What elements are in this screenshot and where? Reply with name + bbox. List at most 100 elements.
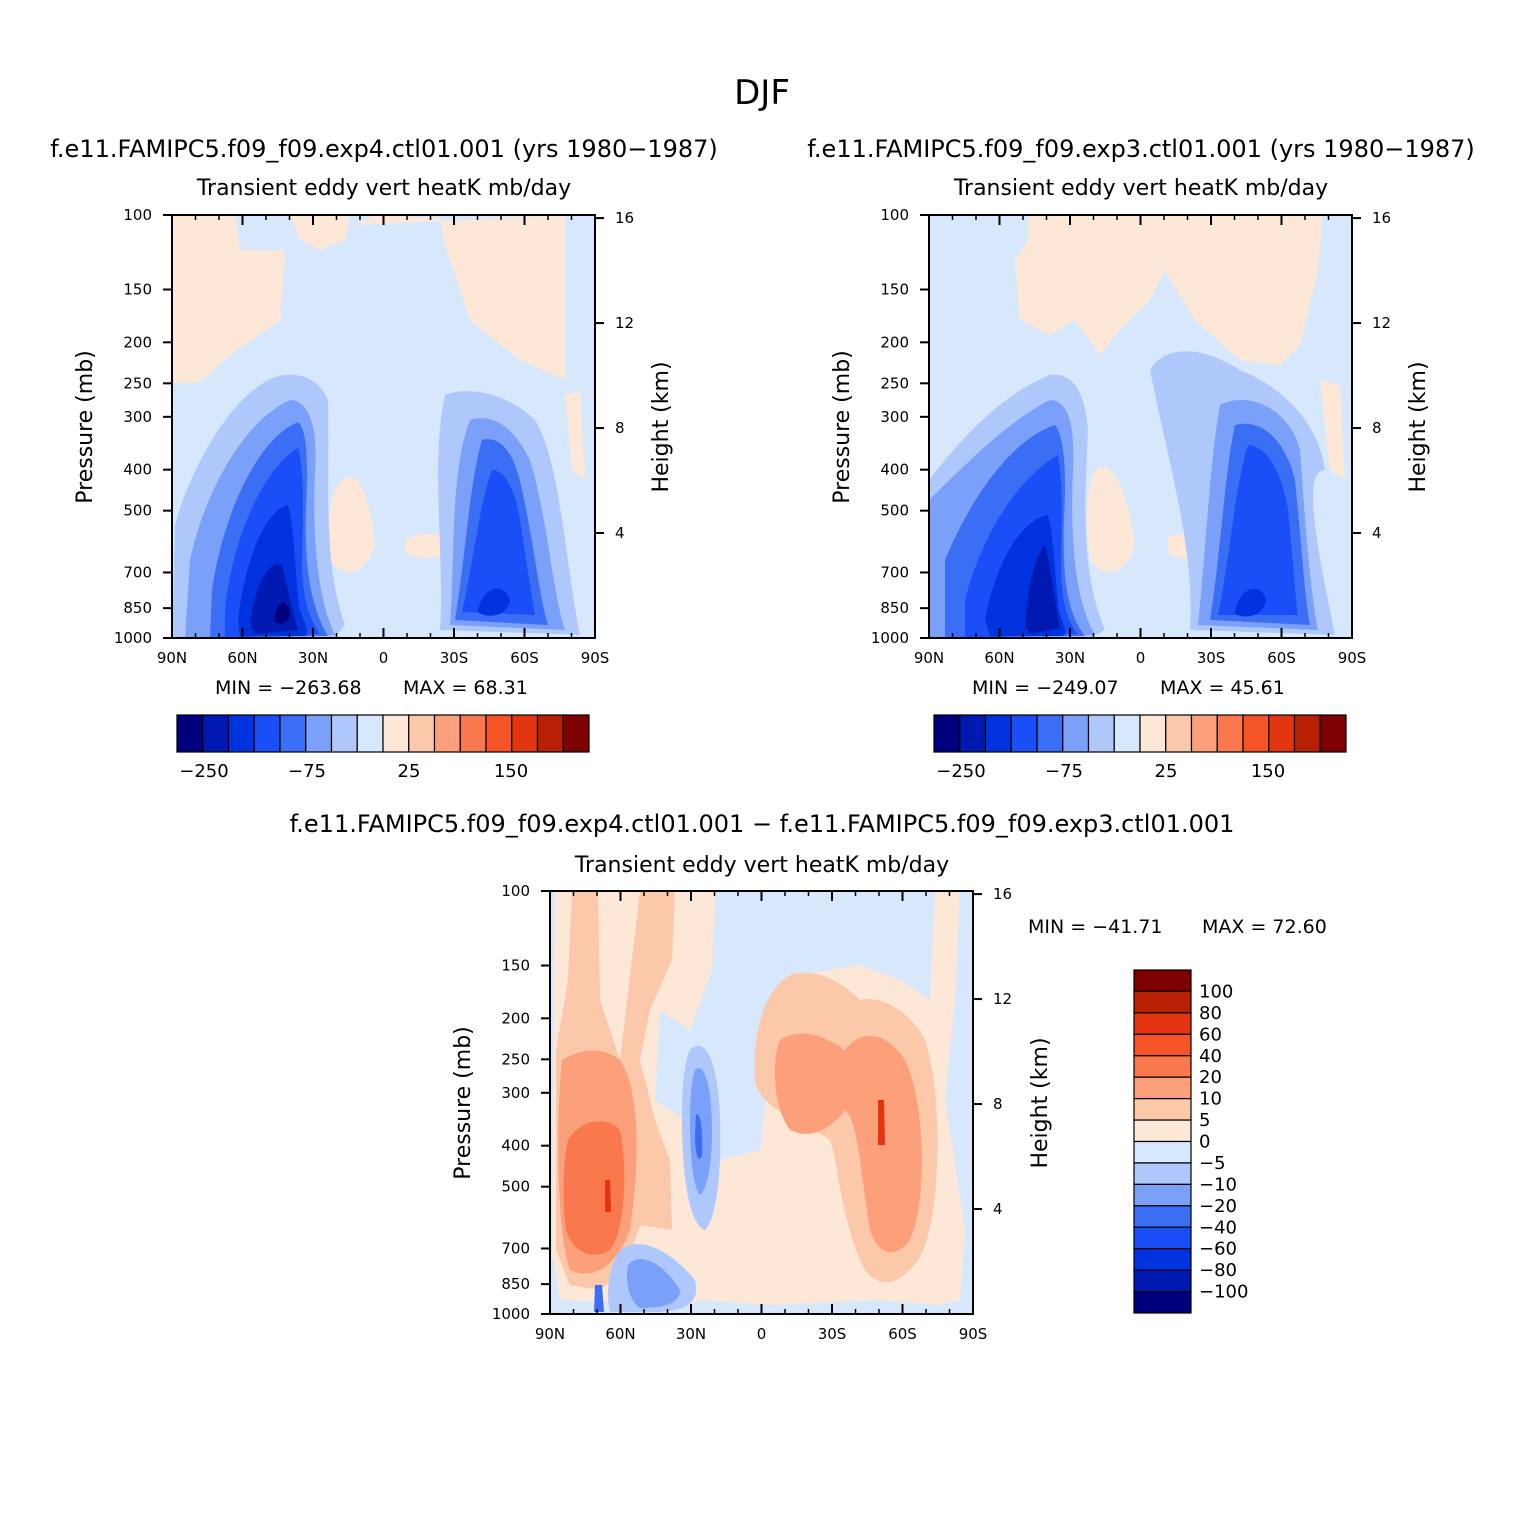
y-tick-label-diff: 250 [501, 1050, 530, 1068]
contour-right-pos-upper [1015, 215, 1322, 365]
colorbar-left [176, 714, 590, 753]
colorbar-swatch [1190, 714, 1218, 753]
colorbar-swatch [1133, 1290, 1192, 1314]
panel-diff: f.e11.FAMIPC5.f09_f09.exp4.ctl01.001 − f… [290, 810, 1327, 1343]
colorbar-swatch [1319, 714, 1347, 753]
colorbar-label: 20 [1199, 1067, 1222, 1088]
colorbar-swatch [253, 714, 281, 753]
colorbar-swatch [433, 714, 461, 753]
plot-area-right [928, 214, 1353, 639]
colorbar-swatch [1165, 714, 1193, 753]
colorbar-swatch [1133, 1183, 1192, 1207]
cb-left-label-4: 150 [494, 761, 528, 782]
colorbar-label: −80 [1199, 1260, 1237, 1281]
y-tick-label-diff: 1000 [492, 1305, 530, 1323]
contour-right-sh-l5 [1235, 588, 1266, 617]
colorbar-swatch [1268, 714, 1296, 753]
contour-left-pos-upper-nh [172, 215, 285, 383]
cb-left-label-2: −75 [288, 761, 326, 782]
axes-left: 90N 60N 30N 0 30S 60S 90S 100 150 200 250 300 400 50… [73, 206, 674, 667]
cb-left-label-1: −250 [179, 761, 228, 782]
plot-title-right: Transient eddy vert heatK mb/day [953, 176, 1328, 201]
x-tick-label-diff: 0 [757, 1325, 767, 1343]
colorbar-swatch [330, 714, 358, 753]
y2-tick-label-left: 12 [615, 314, 634, 332]
x-tick-label-left: 60S [510, 649, 539, 667]
y2-tick-label-diff: 12 [993, 990, 1012, 1008]
colorbar-swatch [1036, 714, 1064, 753]
y2-tick-label-right: 12 [1372, 314, 1391, 332]
colorbar-swatch [1133, 1269, 1192, 1293]
stat-max-right: MAX = 45.61 [1160, 677, 1285, 699]
colorbar-swatch [511, 714, 539, 753]
y-tick-label-diff: 200 [501, 1009, 530, 1027]
y2-tick-label-right: 8 [1372, 419, 1382, 437]
colorbar-swatch [1133, 1226, 1192, 1250]
x-tick-label-left: 30N [298, 649, 328, 667]
colorbar-swatch [408, 714, 436, 753]
plot-title-left: Transient eddy vert heatK mb/day [196, 176, 571, 201]
colorbar-label: 100 [1199, 981, 1233, 1002]
plot-title-diff: Transient eddy vert heatK mb/day [574, 853, 949, 878]
colorbar-swatch [1087, 714, 1115, 753]
cb-right-label-1: −250 [936, 761, 985, 782]
y-tick-label-right: 300 [880, 408, 909, 426]
colorbar-swatch [1242, 714, 1270, 753]
y2-tick-label-diff: 8 [993, 1095, 1003, 1113]
y2-ticks-diff: 16 12 8 4 [973, 885, 1012, 1218]
colorbar-swatch [1133, 1119, 1192, 1143]
colorbar-label: 0 [1199, 1132, 1210, 1153]
colorbar-label: 40 [1199, 1046, 1222, 1067]
contour-left-neg-core [275, 602, 290, 624]
colorbar-label: −20 [1199, 1196, 1237, 1217]
case-title-diff: f.e11.FAMIPC5.f09_f09.exp4.ctl01.001 − f… [290, 810, 1235, 838]
x-tick-label-diff: 30N [676, 1325, 706, 1343]
colorbar-swatch [1133, 990, 1192, 1014]
colorbar-swatch [536, 714, 564, 753]
contour-left-sh-l4 [462, 470, 535, 615]
y2-tick-label-left: 16 [615, 209, 634, 227]
axes-right: 90N 60N 30N 0 30S 60S 90S 100 150 200 250 300 400 50… [830, 206, 1431, 667]
case-title-right: f.e11.FAMIPC5.f09_f09.exp3.ctl01.001 (yr… [807, 135, 1475, 163]
y-tick-label-right: 100 [880, 206, 909, 224]
contour-left-pos-upper-cap [290, 215, 350, 250]
x-tick-label-right: 90N [914, 649, 944, 667]
colorbar-label: −60 [1199, 1239, 1237, 1260]
colorbar-swatch [459, 714, 487, 753]
x-tick-label-left: 30S [440, 649, 469, 667]
y-tick-label-diff: 500 [501, 1178, 530, 1196]
y-tick-label-right: 700 [880, 563, 909, 581]
y2-tick-label-right: 4 [1372, 524, 1382, 542]
y-tick-label-left: 700 [123, 563, 152, 581]
colorbar-swatch [1010, 714, 1038, 753]
contour-diff-pos-l3b [774, 1033, 922, 1253]
x-tick-label-right: 60N [984, 649, 1014, 667]
colorbar-swatch [1133, 1033, 1192, 1057]
cb-left-label-3: 25 [398, 761, 421, 782]
colorbar-swatch [176, 714, 204, 753]
contour-left-pos-upper-sh [355, 215, 565, 380]
x-tick-label-left: 0 [379, 649, 389, 667]
stat-max-diff: MAX = 72.60 [1202, 916, 1327, 938]
colorbar-swatch [1133, 1248, 1192, 1271]
y-tick-label-diff: 850 [501, 1275, 530, 1293]
y2-tick-label-right: 16 [1372, 209, 1391, 227]
contour-right-sh-l4 [1218, 445, 1298, 615]
y2-ticks-right: 16 12 8 4 [1352, 209, 1391, 542]
colorbar-swatch [382, 714, 410, 753]
x-ticks-diff: 90N 60N 30N 0 30S 60S 90S [535, 891, 987, 1343]
contour-left-sh-l5 [478, 588, 510, 616]
y-tick-label-left: 1000 [114, 629, 152, 647]
colorbar-swatch [485, 714, 513, 753]
axes-diff: 90N 60N 30N 0 30S 60S 90S 100 150 200 250 300 400 50… [451, 882, 1053, 1343]
cb-right-label-4: 150 [1251, 761, 1285, 782]
contour-diff-pos-core2 [878, 1100, 885, 1145]
y-ticks-diff: 100 150 200 250 300 400 500 700 850 1000 [492, 882, 550, 1323]
contour-diff-neg-low2 [626, 1259, 680, 1308]
colorbar-swatch [356, 714, 384, 753]
colorbar-swatch [933, 714, 961, 753]
y2-tick-label-diff: 16 [993, 885, 1012, 903]
panel-left: f.e11.FAMIPC5.f09_f09.exp4.ctl01.001 (yr… [50, 135, 718, 782]
